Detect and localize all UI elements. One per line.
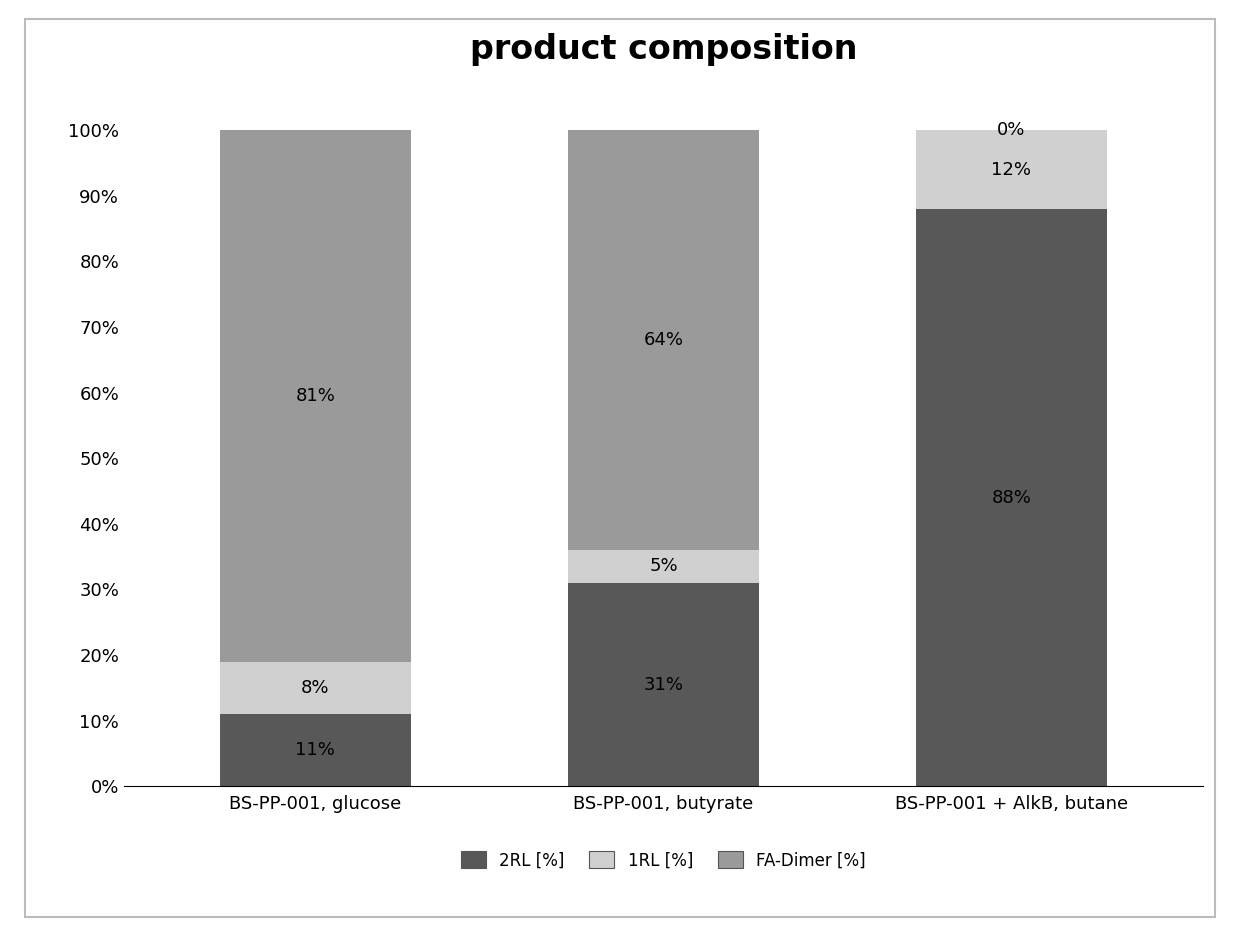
Bar [219, 662, 412, 714]
Text: 31%: 31% [644, 676, 683, 694]
Text: 12%: 12% [992, 161, 1032, 179]
Bar [568, 550, 759, 583]
Bar [568, 130, 759, 550]
Text: 11%: 11% [295, 741, 335, 759]
Text: 81%: 81% [295, 387, 335, 405]
Text: 8%: 8% [301, 679, 330, 696]
Legend: 2RL [%], 1RL [%], FA-Dimer [%]: 2RL [%], 1RL [%], FA-Dimer [%] [454, 844, 873, 876]
Bar [219, 714, 412, 786]
Bar [915, 130, 1107, 209]
Bar [915, 209, 1107, 786]
Text: 64%: 64% [644, 331, 683, 349]
Text: 5%: 5% [649, 558, 678, 576]
Bar [219, 130, 412, 662]
Bar [568, 583, 759, 786]
Text: 0%: 0% [997, 121, 1025, 139]
Text: 88%: 88% [992, 489, 1032, 506]
Title: product composition: product composition [470, 34, 857, 66]
